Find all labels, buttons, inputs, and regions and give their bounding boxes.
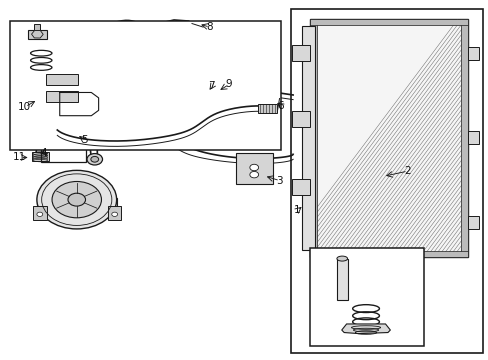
Text: 3: 3 [276, 176, 282, 186]
Bar [309, 19, 467, 257]
Polygon shape [341, 324, 389, 334]
Bar [309, 248, 424, 346]
Text: 8: 8 [206, 22, 212, 32]
Bar [290, 9, 482, 353]
Bar [467, 47, 478, 60]
Bar [291, 179, 309, 195]
Text: 9: 9 [225, 79, 232, 89]
Bar [309, 19, 316, 257]
Bar [460, 19, 467, 257]
Circle shape [37, 170, 116, 229]
Text: 1: 1 [293, 205, 300, 215]
Text: 6: 6 [277, 101, 284, 111]
Bar [34, 24, 40, 30]
Circle shape [137, 30, 152, 41]
Text: 11: 11 [13, 153, 26, 162]
Text: 5: 5 [81, 135, 87, 145]
Bar [258, 104, 276, 113]
Circle shape [249, 171, 258, 178]
Bar [467, 216, 478, 229]
Bar [10, 21, 281, 150]
Circle shape [197, 88, 209, 98]
Circle shape [112, 212, 117, 216]
Bar [291, 45, 309, 61]
Circle shape [192, 85, 213, 101]
Bar [467, 131, 478, 144]
Circle shape [37, 212, 42, 216]
Text: 4: 4 [41, 148, 47, 158]
Bar [28, 30, 46, 39]
Bar [68, 112, 80, 117]
Bar [41, 111, 86, 162]
Text: 7: 7 [208, 81, 214, 91]
Bar [336, 258, 347, 300]
Bar [37, 198, 116, 217]
Bar [309, 251, 467, 257]
Ellipse shape [336, 256, 347, 261]
FancyBboxPatch shape [46, 91, 78, 103]
Bar [108, 206, 121, 220]
Bar [33, 206, 46, 220]
Circle shape [52, 181, 102, 218]
Bar [309, 19, 467, 257]
Text: 10: 10 [18, 102, 31, 112]
Bar [309, 19, 467, 25]
Circle shape [91, 157, 99, 162]
FancyBboxPatch shape [236, 153, 272, 184]
Circle shape [249, 164, 258, 171]
Circle shape [87, 154, 102, 165]
Text: 2: 2 [403, 166, 410, 176]
FancyBboxPatch shape [46, 73, 78, 85]
Circle shape [68, 193, 85, 206]
Bar [31, 153, 48, 161]
Bar [302, 26, 314, 249]
Bar [291, 111, 309, 127]
